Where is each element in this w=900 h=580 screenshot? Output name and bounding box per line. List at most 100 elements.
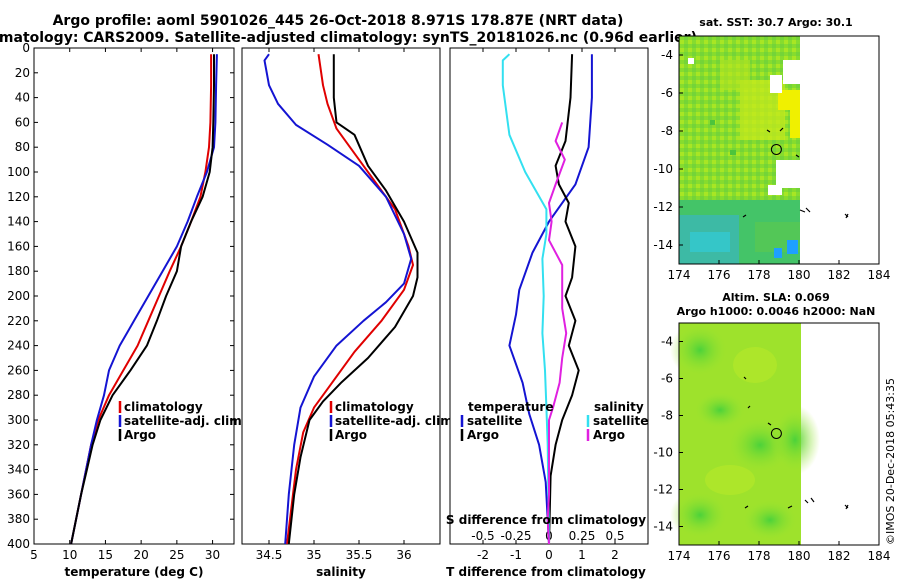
t-difference-axis-label: T difference from climatology [446,565,646,579]
map-lat-tick-label: -14 [653,238,673,252]
map-lat-tick-label: -6 [661,86,673,100]
depth-tick-label: 100 [7,165,30,179]
salinity-difference-legend: salinity satellite Argo [586,400,648,442]
sst-map-axes: 174 176 178 180 182 184 -4 -6 -8 -10 -12 -14 [653,48,890,282]
sst-coastline [742,127,849,219]
legend-label-sal-argo: Argo [593,428,625,442]
series-line-salinity-argo [546,122,568,544]
sla-data-field [670,322,820,545]
depth-tick-label: 80 [15,140,30,154]
depth-tick-label: 140 [7,215,30,229]
imos-timestamp: ©IMOS 20-Dec-2018 05:43:35 [884,378,897,545]
map-lon-tick-label: 178 [748,549,771,563]
temperature-axis-label: temperature (deg C) [65,565,204,579]
depth-tick-label: 240 [7,339,30,353]
salinity-axis-label: salinity [316,565,366,579]
sla-map-title: Altim. SLA: 0.069 [722,291,829,304]
map-lat-tick-label: -8 [661,409,673,423]
map-lon-tick-label: 180 [788,549,811,563]
depth-tick-label: 20 [15,66,30,80]
map-lon-tick-label: 174 [668,268,691,282]
temperature-plot-frame [33,47,235,545]
sst-map-frame [678,35,880,265]
legend-label-satellite: satellite-adj. clim. [335,414,457,428]
sla-map-panel: Altim. SLA: 0.069 Argo h1000: 0.0046 h20… [653,291,890,563]
salinity-legend: climatology satellite-adj. clim. Argo [329,400,457,442]
map-lon-tick-label: 182 [828,268,851,282]
sst-map-title: sat. SST: 30.7 Argo: 30.1 [699,16,852,29]
sst-data-field [679,36,800,264]
map-lon-tick-label: 178 [748,268,771,282]
map-lon-tick-label: 180 [788,268,811,282]
series-line-salinity-satellite [501,53,550,544]
legend-label-climatology: climatology [124,400,203,414]
map-lon-tick-label: 184 [868,268,891,282]
x-tick-label: 15 [98,548,113,562]
argo-position-marker [770,427,782,439]
map-lon-tick-label: 176 [708,549,731,563]
temperature-difference-legend: temperature satellite Argo [460,400,553,442]
argo-position-marker [770,143,782,155]
x-tick-label: -1 [510,548,522,562]
map-lat-tick-label: -10 [653,162,673,176]
series-line-climatology [286,54,414,544]
map-lat-tick-label: -8 [661,124,673,138]
difference-panel: -2 -1 0 1 2-0.5 -0.25 0 0.25 0.5 S difference fr… [446,47,649,579]
map-lat-tick-label: -4 [661,48,673,62]
depth-tick-label: 200 [7,289,30,303]
x-tick-label: 5 [30,548,38,562]
series-line-argo [70,54,215,544]
temperature-panel: 0204060801001201401601802002202402602803… [7,41,648,579]
sla-map-subtitle: Argo h1000: 0.0046 h2000: NaN [677,305,876,318]
legend-label-argo: Argo [335,428,367,442]
series-line-temperature-argo [548,54,580,544]
legend-title-temperature: temperature [468,400,553,414]
salinity-panel: 34.5 35 35.5 36 salinity climatology satell… [241,47,457,579]
legend-title-salinity: salinity [594,400,644,414]
figure-title-line-2: Climatology: CARS2009. Satellite-adjuste… [0,30,697,46]
legend-label-sal-satellite: satellite [593,414,648,428]
series-line-temperature-satellite [508,54,593,544]
x-tick-label: 0 [545,548,553,562]
x-tick-label: 0.25 [569,529,596,543]
depth-tick-label: 260 [7,363,30,377]
sla-map-frame [678,322,880,546]
legend-label-satellite: satellite-adj. clim. [124,414,246,428]
map-lon-tick-label: 182 [828,549,851,563]
x-tick-label: 36 [396,548,411,562]
map-lat-tick-label: -10 [653,446,673,460]
s-difference-axis-label: S difference from climatology [446,513,646,527]
series-line-argo [287,54,419,544]
depth-tick-label: 280 [7,388,30,402]
x-tick-label: 10 [62,548,77,562]
sla-coastline [743,376,849,510]
figure-title-line-1: Argo profile: aoml 5901026_445 26-Oct-20… [53,13,624,29]
map-lon-tick-label: 174 [668,549,691,563]
depth-tick-label: 400 [7,537,30,551]
salinity-plot-frame [241,47,441,545]
x-tick-label: 25 [169,548,184,562]
depth-tick-label: 300 [7,413,30,427]
depth-tick-label: 0 [22,41,30,55]
temperature-legend: climatology satellite-adj. clim. Argo [118,400,246,442]
map-lat-tick-label: -12 [653,483,673,497]
x-tick-label: 34.5 [256,548,283,562]
temperature-x-axis: 5 10 15 20 25 30 [30,48,220,562]
x-tick-label: -0.25 [500,529,531,543]
legend-label-temp-satellite: satellite [467,414,522,428]
map-lat-tick-label: -12 [653,200,673,214]
x-tick-label: 35.5 [346,548,373,562]
depth-tick-label: 180 [7,264,30,278]
map-lon-tick-label: 176 [708,268,731,282]
x-tick-label: 1 [578,548,586,562]
depth-tick-label: 380 [7,512,30,526]
map-lat-tick-label: -6 [661,372,673,386]
depth-tick-label: 360 [7,487,30,501]
x-tick-label: -0.5 [471,529,494,543]
depth-tick-label: 120 [7,190,30,204]
depth-tick-label: 40 [15,91,30,105]
x-tick-label: 0.5 [605,529,624,543]
legend-label-temp-argo: Argo [467,428,499,442]
legend-label-climatology: climatology [335,400,414,414]
